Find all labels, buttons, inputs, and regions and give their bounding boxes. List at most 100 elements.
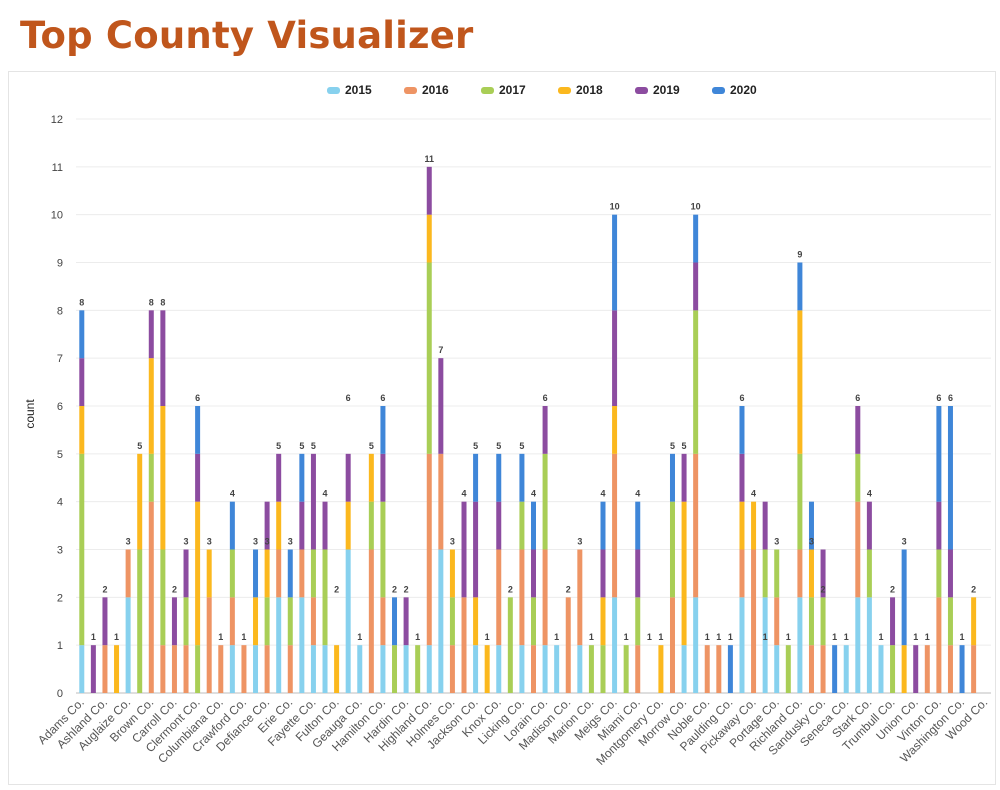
bar-segment-2019[interactable]	[195, 453, 201, 502]
bar-segment-2018[interactable]	[137, 453, 143, 550]
bar-segment-2015[interactable]	[438, 549, 444, 694]
bar-segment-2016[interactable]	[542, 549, 548, 646]
bar-segment-2016[interactable]	[449, 645, 455, 693]
bar-segment-2018[interactable]	[334, 645, 340, 693]
bar-segment-2019[interactable]	[542, 406, 548, 454]
legend-item-2020[interactable]: 2020	[712, 83, 757, 97]
bar-segment-2018[interactable]	[473, 597, 479, 646]
bar-segment-2016[interactable]	[947, 645, 953, 693]
bar-segment-2016[interactable]	[206, 597, 212, 693]
bar-segment-2016[interactable]	[808, 645, 814, 693]
bar-segment-2015[interactable]	[577, 645, 583, 693]
bar-segment-2016[interactable]	[183, 645, 189, 693]
bar-segment-2018[interactable]	[253, 597, 259, 646]
bar-segment-2015[interactable]	[125, 597, 131, 693]
bar-segment-2020[interactable]	[496, 453, 502, 502]
bar-segment-2015[interactable]	[762, 597, 768, 693]
bar-segment-2018[interactable]	[264, 549, 270, 598]
bar-segment-2020[interactable]	[287, 549, 293, 598]
bar-segment-2016[interactable]	[310, 597, 316, 646]
bar-segment-2016[interactable]	[229, 597, 235, 646]
bar-segment-2016[interactable]	[519, 549, 525, 646]
bar-segment-2016[interactable]	[438, 453, 444, 550]
bar-segment-2016[interactable]	[751, 549, 757, 694]
bar-segment-2016[interactable]	[797, 549, 803, 598]
bar-segment-2016[interactable]	[218, 645, 224, 693]
bar-segment-2016[interactable]	[531, 645, 536, 693]
bar-segment-2017[interactable]	[947, 597, 953, 646]
bar-segment-2018[interactable]	[808, 549, 814, 598]
bar-segment-2016[interactable]	[739, 549, 745, 598]
bar-segment-2016[interactable]	[820, 645, 826, 693]
bar-segment-2020[interactable]	[195, 406, 201, 454]
bar-segment-2015[interactable]	[79, 645, 85, 693]
bar-segment-2019[interactable]	[496, 501, 502, 550]
bar-segment-2017[interactable]	[310, 549, 316, 598]
bar-segment-2018[interactable]	[160, 406, 166, 550]
bar-segment-2020[interactable]	[959, 645, 965, 693]
bar-segment-2020[interactable]	[808, 501, 814, 550]
bar-segment-2016[interactable]	[102, 645, 108, 693]
bar-segment-2016[interactable]	[241, 645, 247, 693]
bar-segment-2018[interactable]	[206, 549, 212, 598]
bar-segment-2015[interactable]	[878, 645, 884, 693]
bar-segment-2019[interactable]	[380, 453, 386, 502]
bar-segment-2018[interactable]	[600, 597, 606, 646]
bar-segment-2019[interactable]	[171, 597, 177, 646]
bar-segment-2015[interactable]	[357, 645, 363, 693]
bar-segment-2016[interactable]	[426, 453, 432, 646]
bar-segment-2017[interactable]	[368, 501, 374, 550]
bar-segment-2019[interactable]	[635, 549, 641, 598]
bar-segment-2020[interactable]	[253, 549, 259, 598]
bar-segment-2019[interactable]	[403, 597, 409, 646]
bar-segment-2016[interactable]	[368, 549, 374, 694]
bar-segment-2017[interactable]	[820, 597, 826, 646]
bar-segment-2015[interactable]	[866, 597, 872, 693]
bar-segment-2019[interactable]	[438, 358, 444, 454]
bar-segment-2019[interactable]	[693, 262, 699, 311]
bar-segment-2020[interactable]	[299, 453, 305, 502]
bar-segment-2017[interactable]	[890, 645, 896, 693]
bar-segment-2017[interactable]	[531, 597, 536, 646]
bar-segment-2018[interactable]	[484, 645, 490, 693]
bar-segment-2020[interactable]	[936, 406, 942, 502]
bar-segment-2019[interactable]	[762, 501, 768, 550]
bar-segment-2020[interactable]	[901, 549, 907, 646]
bar-segment-2020[interactable]	[79, 310, 85, 359]
bar-segment-2019[interactable]	[855, 406, 861, 454]
bar-segment-2016[interactable]	[924, 645, 930, 693]
bar-segment-2016[interactable]	[669, 597, 675, 693]
bar-segment-2017[interactable]	[287, 597, 293, 646]
bar-segment-2017[interactable]	[936, 549, 942, 598]
bar-segment-2015[interactable]	[681, 645, 687, 693]
bar-segment-2020[interactable]	[635, 501, 641, 550]
bar-segment-2018[interactable]	[426, 214, 432, 263]
bar-segment-2020[interactable]	[797, 262, 803, 311]
bar-segment-2019[interactable]	[426, 166, 432, 215]
bar-segment-2019[interactable]	[739, 453, 745, 502]
bar-segment-2016[interactable]	[577, 549, 583, 646]
legend-item-2019[interactable]: 2019	[635, 83, 680, 97]
bar-segment-2018[interactable]	[79, 406, 85, 454]
legend-item-2015[interactable]: 2015	[327, 83, 372, 97]
bar-segment-2015[interactable]	[519, 645, 525, 693]
bar-segment-2015[interactable]	[253, 645, 259, 693]
bar-segment-2017[interactable]	[855, 453, 861, 502]
bar-segment-2018[interactable]	[797, 310, 803, 454]
bar-segment-2018[interactable]	[114, 645, 120, 693]
bar-segment-2019[interactable]	[947, 549, 953, 598]
bar-segment-2020[interactable]	[229, 501, 235, 550]
bar-segment-2019[interactable]	[600, 549, 606, 598]
bar-segment-2015[interactable]	[310, 645, 316, 693]
bar-segment-2017[interactable]	[785, 645, 791, 693]
bar-segment-2016[interactable]	[704, 645, 710, 693]
bar-segment-2016[interactable]	[264, 645, 270, 693]
bar-segment-2017[interactable]	[229, 549, 235, 598]
bar-segment-2017[interactable]	[415, 645, 421, 693]
bar-segment-2015[interactable]	[322, 645, 328, 693]
bar-segment-2018[interactable]	[739, 501, 745, 550]
bar-segment-2017[interactable]	[195, 645, 201, 693]
bar-segment-2016[interactable]	[160, 645, 166, 693]
bar-segment-2016[interactable]	[125, 549, 131, 598]
bar-segment-2015[interactable]	[855, 597, 861, 693]
